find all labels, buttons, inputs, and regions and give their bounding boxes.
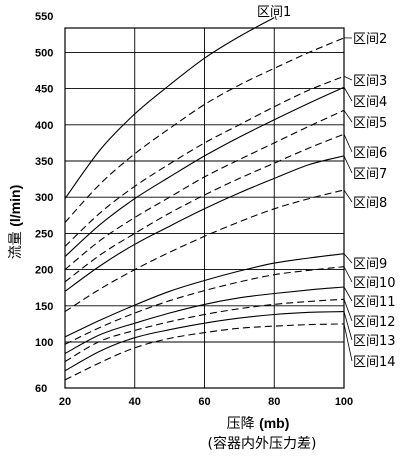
x-tick-label: 80 [268, 396, 280, 408]
y-tick-label: 150 [35, 301, 53, 313]
series-line [64, 298, 345, 363]
series-label: 区间5 [353, 116, 387, 131]
x-tick-label: 20 [59, 396, 71, 408]
y-tick-label: 550 [35, 11, 53, 23]
plot-frame [64, 27, 345, 389]
y-tick-label: 100 [35, 337, 53, 349]
series-leader [343, 86, 353, 102]
series-line [64, 155, 345, 292]
series-leader [343, 311, 353, 341]
y-tick-label: 500 [35, 47, 53, 59]
y-tick-label: 400 [35, 120, 53, 132]
series-leader [343, 189, 353, 203]
series-label: 区间1 [257, 5, 291, 20]
y-tick-label: 300 [35, 192, 53, 204]
series-leader [343, 253, 353, 264]
series-line [64, 266, 345, 345]
series-leader [343, 299, 353, 322]
series-line [64, 189, 345, 313]
series-label: 区间14 [353, 355, 396, 370]
series-leader [343, 266, 353, 283]
y-axis-unit: (l/min) [7, 185, 23, 227]
series-line [64, 311, 345, 372]
series-leader [343, 134, 353, 153]
x-tick-label: 60 [198, 396, 210, 408]
series-label: 区间13 [353, 334, 396, 349]
series-lines [64, 17, 345, 381]
series-line [64, 133, 345, 283]
x-tick-label: 40 [129, 396, 141, 408]
y-tick-labels: 60 100 150 200 250 300 350 400 450 500 550 [35, 11, 53, 395]
series-label: 区间10 [353, 276, 396, 291]
series-leader [274, 15, 277, 21]
series-label: 区间6 [353, 146, 387, 161]
y-tick-label: 350 [35, 156, 53, 168]
series-line [64, 253, 345, 338]
series-label: 区间11 [353, 295, 396, 310]
x-axis-unit: (mb) [259, 415, 289, 431]
series-line [64, 109, 345, 271]
x-tick-label: 100 [335, 396, 353, 408]
y-tick-label: 250 [35, 228, 53, 240]
series-label: 区间4 [353, 95, 387, 110]
grid [65, 28, 344, 388]
series-line [64, 17, 275, 199]
series-leader [343, 155, 353, 174]
series-label: 区间3 [353, 74, 387, 89]
series-line [64, 286, 345, 354]
series-line [64, 75, 345, 247]
series-line [64, 37, 345, 223]
y-axis-title: 流量 (l/min) [7, 185, 24, 259]
x-axis-subtitle: (容器内外压力差) [208, 435, 317, 452]
y-tick-label: 60 [35, 383, 47, 395]
series-label: 区间7 [353, 167, 387, 182]
x-axis-title: 压降 (mb) [227, 415, 290, 432]
series-label: 区间2 [353, 32, 387, 47]
series-leader [343, 286, 353, 302]
series-leader [343, 75, 353, 81]
series-label: 区间9 [353, 257, 387, 272]
series-line [64, 86, 345, 258]
y-tick-label: 450 [35, 84, 53, 96]
series-leader [343, 323, 353, 362]
y-axis-title-text: 流量 [8, 231, 24, 259]
y-tick-label: 200 [35, 265, 53, 277]
series-label: 区间12 [353, 315, 396, 330]
series-leader [343, 110, 353, 123]
series-line [64, 323, 345, 381]
series-label: 区间8 [353, 196, 387, 211]
x-tick-labels: 20 40 60 80 100 [59, 396, 353, 408]
series-labels: 区间1 区间2 区间3 区间4 区间5 区间6 区间7 区间8 区间9 区间10 区间11 区间12 区… [257, 5, 396, 370]
x-axis-title-text: 压降 [227, 416, 255, 432]
